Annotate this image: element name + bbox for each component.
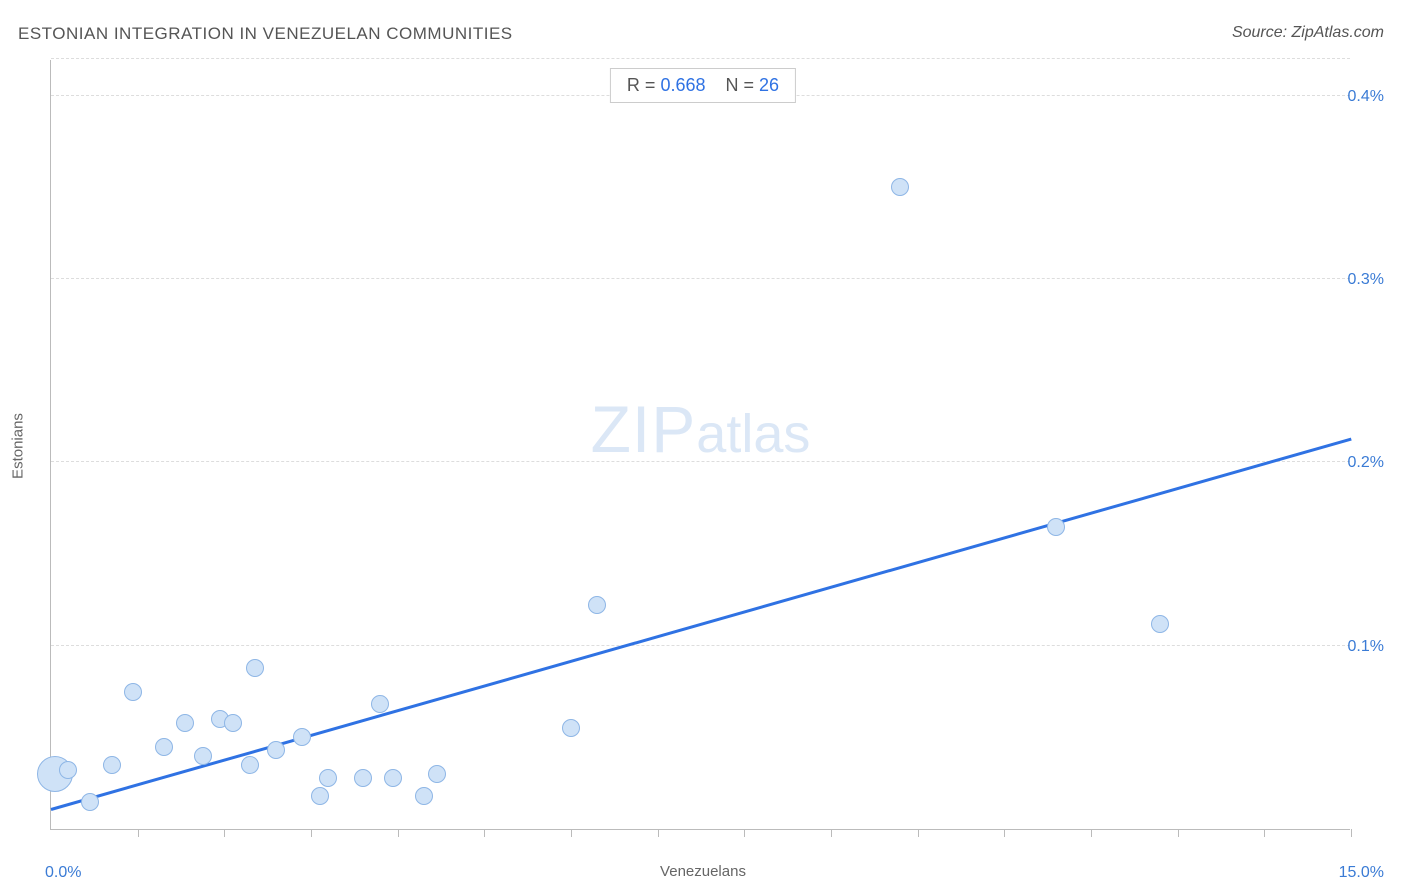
scatter-point <box>194 747 212 765</box>
y-tick-label: 0.4% <box>1348 88 1384 106</box>
scatter-point <box>1151 615 1169 633</box>
scatter-point <box>176 714 194 732</box>
x-tick <box>1351 829 1352 837</box>
x-tick <box>831 829 832 837</box>
scatter-point <box>81 793 99 811</box>
x-tick <box>571 829 572 837</box>
x-axis-max-label: 15.0% <box>1339 864 1384 882</box>
x-tick <box>1091 829 1092 837</box>
plot-area: ZIPatlas <box>50 60 1350 830</box>
scatter-point <box>319 769 337 787</box>
chart-container: ESTONIAN INTEGRATION IN VENEZUELAN COMMU… <box>0 0 1406 892</box>
scatter-point <box>124 683 142 701</box>
stats-box: R = 0.668 N = 26 <box>610 68 796 103</box>
watermark-left: ZIP <box>591 392 697 466</box>
x-tick <box>1178 829 1179 837</box>
x-axis-min-label: 0.0% <box>45 864 81 882</box>
scatter-point <box>588 596 606 614</box>
x-tick <box>918 829 919 837</box>
watermark-right: atlas <box>696 404 810 464</box>
scatter-point <box>354 769 372 787</box>
y-tick-label: 0.1% <box>1348 638 1384 656</box>
scatter-point <box>267 741 285 759</box>
r-label: R = <box>627 75 656 95</box>
source-label: Source: ZipAtlas.com <box>1232 24 1384 42</box>
scatter-point <box>246 659 264 677</box>
y-tick-label: 0.3% <box>1348 271 1384 289</box>
x-tick <box>658 829 659 837</box>
x-tick <box>484 829 485 837</box>
x-tick <box>138 829 139 837</box>
scatter-point <box>103 756 121 774</box>
scatter-point <box>59 761 77 779</box>
gridline-h <box>51 461 1350 462</box>
scatter-point <box>224 714 242 732</box>
scatter-point <box>1047 518 1065 536</box>
scatter-point <box>415 787 433 805</box>
r-value: 0.668 <box>660 75 705 95</box>
scatter-point <box>293 728 311 746</box>
y-axis-label: Estonians <box>10 413 27 479</box>
x-tick <box>1004 829 1005 837</box>
chart-title: ESTONIAN INTEGRATION IN VENEZUELAN COMMU… <box>18 24 513 44</box>
gridline-h <box>51 278 1350 279</box>
n-label: N = <box>726 75 755 95</box>
x-tick <box>398 829 399 837</box>
scatter-point <box>384 769 402 787</box>
watermark: ZIPatlas <box>591 391 811 467</box>
x-tick <box>224 829 225 837</box>
scatter-point <box>891 178 909 196</box>
x-axis-label: Venezuelans <box>660 863 746 880</box>
n-value: 26 <box>759 75 779 95</box>
scatter-point <box>311 787 329 805</box>
scatter-point <box>241 756 259 774</box>
gridline-h <box>51 645 1350 646</box>
x-tick <box>311 829 312 837</box>
scatter-point <box>428 765 446 783</box>
x-tick <box>1264 829 1265 837</box>
scatter-point <box>562 719 580 737</box>
scatter-point <box>371 695 389 713</box>
y-tick-label: 0.2% <box>1348 454 1384 472</box>
gridline-h <box>51 58 1350 59</box>
scatter-point <box>155 738 173 756</box>
x-tick <box>744 829 745 837</box>
